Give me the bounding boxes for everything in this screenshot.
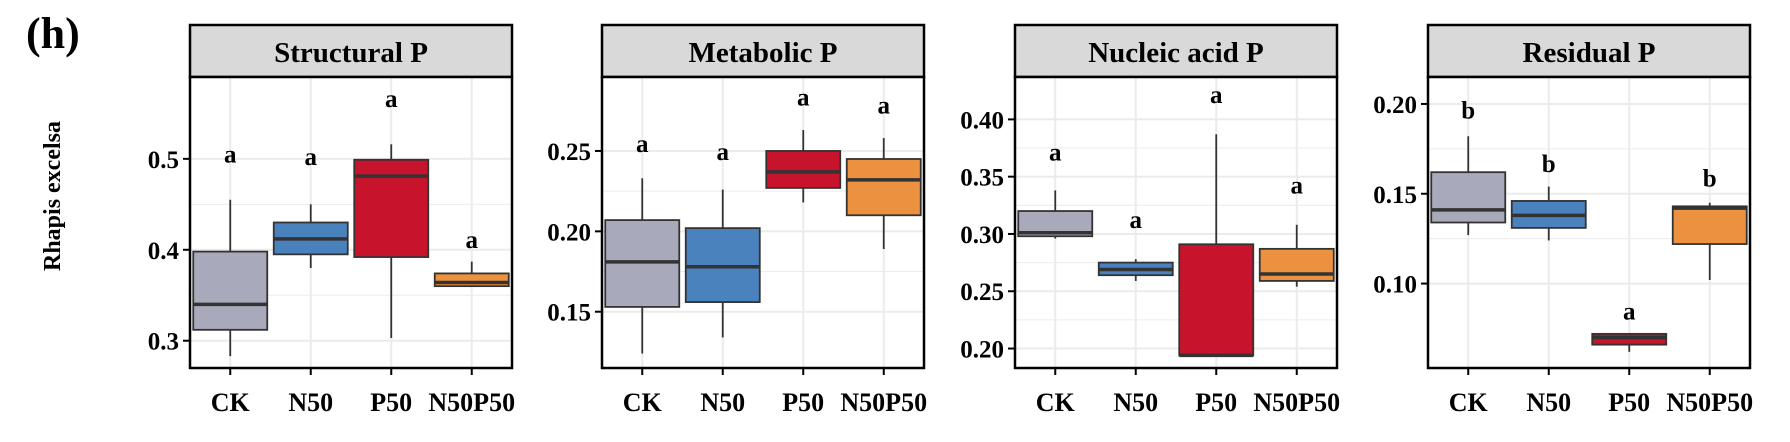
significance-letter: a — [797, 84, 810, 111]
x-tick-label: CK — [211, 388, 251, 417]
box-p50: a — [1178, 82, 1255, 358]
box-body — [845, 158, 922, 217]
x-tick-label: N50 — [700, 388, 745, 417]
row-label: Rhapis excelsa — [40, 121, 66, 271]
box-p50: a — [353, 86, 430, 338]
y-tick-label: 0.10 — [1373, 272, 1417, 299]
box-n50: b — [1510, 151, 1587, 241]
y-tick-label: 0.35 — [960, 165, 1004, 192]
significance-letter: a — [717, 139, 730, 166]
x-tick-label: P50 — [782, 388, 824, 417]
facet-2: Metabolic P0.150.200.25 a aa aCK N50 P50 N50P5… — [547, 23, 927, 417]
x-tick-label: N50 — [288, 388, 333, 417]
box-body — [765, 150, 842, 189]
significance-letter: a — [385, 86, 398, 113]
box-ck: a — [192, 141, 269, 357]
significance-letter: a — [1291, 173, 1304, 200]
x-tick-label: N50P50 — [428, 388, 515, 417]
y-tick-label: 0.20 — [1373, 92, 1417, 119]
y-tick-label: 0.20 — [547, 219, 591, 246]
significance-letter: b — [1703, 166, 1717, 193]
x-tick-label: P50 — [370, 388, 412, 417]
significance-letter: a — [466, 227, 479, 254]
y-tick-label: 0.4 — [148, 238, 180, 265]
box-p50: a — [765, 84, 842, 203]
box-ck: a — [1017, 139, 1094, 239]
facet-strip — [600, 23, 926, 79]
box-body — [353, 158, 430, 258]
panel-label: (h) — [26, 9, 80, 58]
x-tick-label: CK — [1449, 388, 1489, 417]
x-tick-label: CK — [623, 388, 663, 417]
significance-letter: a — [224, 141, 237, 168]
y-tick-label: 0.15 — [547, 300, 591, 327]
facet-title: Residual P — [1523, 37, 1656, 69]
facet-3: Nucleic acid P 0.20 0.25 0.30 0.35 0.40 a a a a CK… — [960, 23, 1340, 417]
box-n50: a — [272, 144, 349, 268]
x-tick-label: P50 — [1608, 388, 1650, 417]
facet-strip — [188, 23, 514, 79]
panel-border — [600, 75, 926, 370]
facet-title: Structural P — [274, 37, 428, 69]
box-p50: a — [1591, 299, 1668, 352]
significance-letter: a — [305, 144, 318, 171]
x-tick-label: N50P50 — [1666, 388, 1753, 417]
y-tick-label: 0.30 — [960, 222, 1004, 249]
significance-letter: b — [1461, 97, 1475, 124]
box-n50: a — [684, 139, 761, 338]
box-body — [1178, 243, 1255, 357]
x-tick-label: N50 — [1526, 388, 1571, 417]
box-n50p50: a — [1258, 173, 1335, 287]
significance-letter: a — [1130, 207, 1143, 234]
facet-title: Metabolic P — [689, 37, 838, 69]
x-tick-label: N50 — [1113, 388, 1158, 417]
panel-border — [1426, 75, 1752, 370]
box-body — [1258, 247, 1335, 282]
significance-letter: a — [1049, 139, 1062, 166]
box-n50p50: b — [1671, 166, 1748, 280]
x-tick-label: CK — [1036, 388, 1076, 417]
significance-letter: a — [1210, 82, 1223, 109]
box-body — [1591, 332, 1668, 346]
box-body — [192, 250, 269, 331]
box-n50: a — [1097, 207, 1174, 281]
box-n50p50: a — [433, 227, 510, 288]
significance-letter: b — [1542, 151, 1556, 178]
significance-letter: a — [878, 92, 891, 119]
box-ck: b — [1430, 97, 1507, 236]
panel-border — [1013, 75, 1339, 370]
x-tick-label: N50P50 — [1253, 388, 1340, 417]
box-ck: a — [604, 131, 681, 354]
box-body — [1671, 205, 1748, 245]
y-tick-label: 0.25 — [547, 139, 591, 166]
facet-strip — [1426, 23, 1752, 79]
y-tick-label: 0.40 — [960, 107, 1004, 134]
x-tick-label: N50P50 — [840, 388, 927, 417]
y-tick-label: 0.15 — [1373, 182, 1417, 209]
y-tick-label: 0.3 — [148, 329, 179, 356]
box-n50p50: a — [845, 92, 922, 250]
box-body — [1430, 171, 1507, 224]
facet-title: Nucleic acid P — [1088, 37, 1264, 69]
significance-letter: a — [1623, 299, 1636, 326]
y-tick-label: 0.5 — [148, 147, 179, 174]
x-tick-label: P50 — [1195, 388, 1237, 417]
y-tick-label: 0.25 — [960, 279, 1004, 306]
significance-letter: a — [636, 131, 649, 158]
y-tick-label: 0.20 — [960, 337, 1004, 364]
panel-border — [188, 75, 514, 370]
facet-strip — [1013, 23, 1339, 79]
